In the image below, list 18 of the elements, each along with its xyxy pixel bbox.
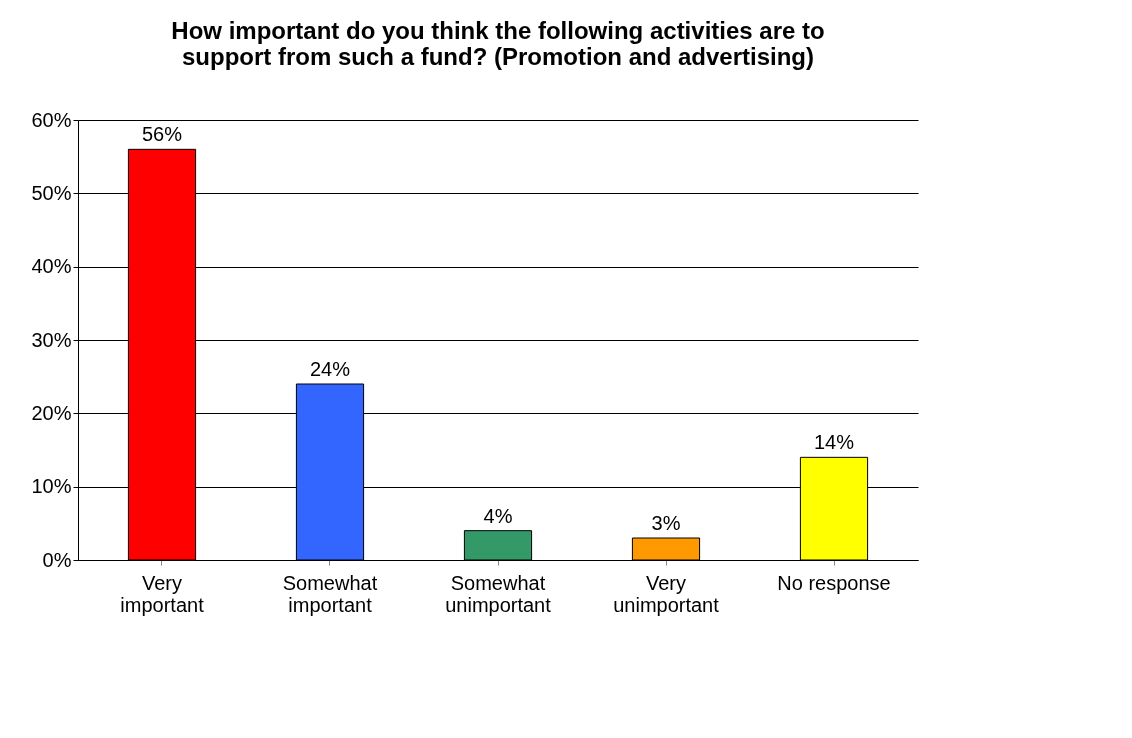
data-label: 56% [141, 123, 183, 146]
y-tick-label: 60% [31, 108, 72, 131]
data-label: 4% [483, 504, 513, 527]
y-tick-label: 10% [31, 475, 72, 498]
chart-title: How important do you think the following activities are to support from such a fund? (Promotion and advertising) [171, 17, 825, 70]
x-tick-label: Very important [120, 571, 205, 616]
data-label: 14% [813, 431, 855, 454]
x-tick-label: No response [777, 571, 891, 594]
y-tick-label: 0% [42, 548, 72, 571]
x-tick-label: Somewhat unimportant [445, 571, 552, 616]
x-tick-label: Somewhat important [282, 571, 378, 616]
data-label: 24% [309, 358, 351, 380]
y-tick-label: 50% [31, 181, 72, 204]
y-tick-label: 40% [31, 255, 72, 278]
y-tick-label: 30% [31, 328, 72, 351]
y-tick-label: 20% [31, 401, 72, 424]
data-label: 3% [651, 512, 681, 534]
x-tick-label: Very unimportant [613, 571, 720, 616]
